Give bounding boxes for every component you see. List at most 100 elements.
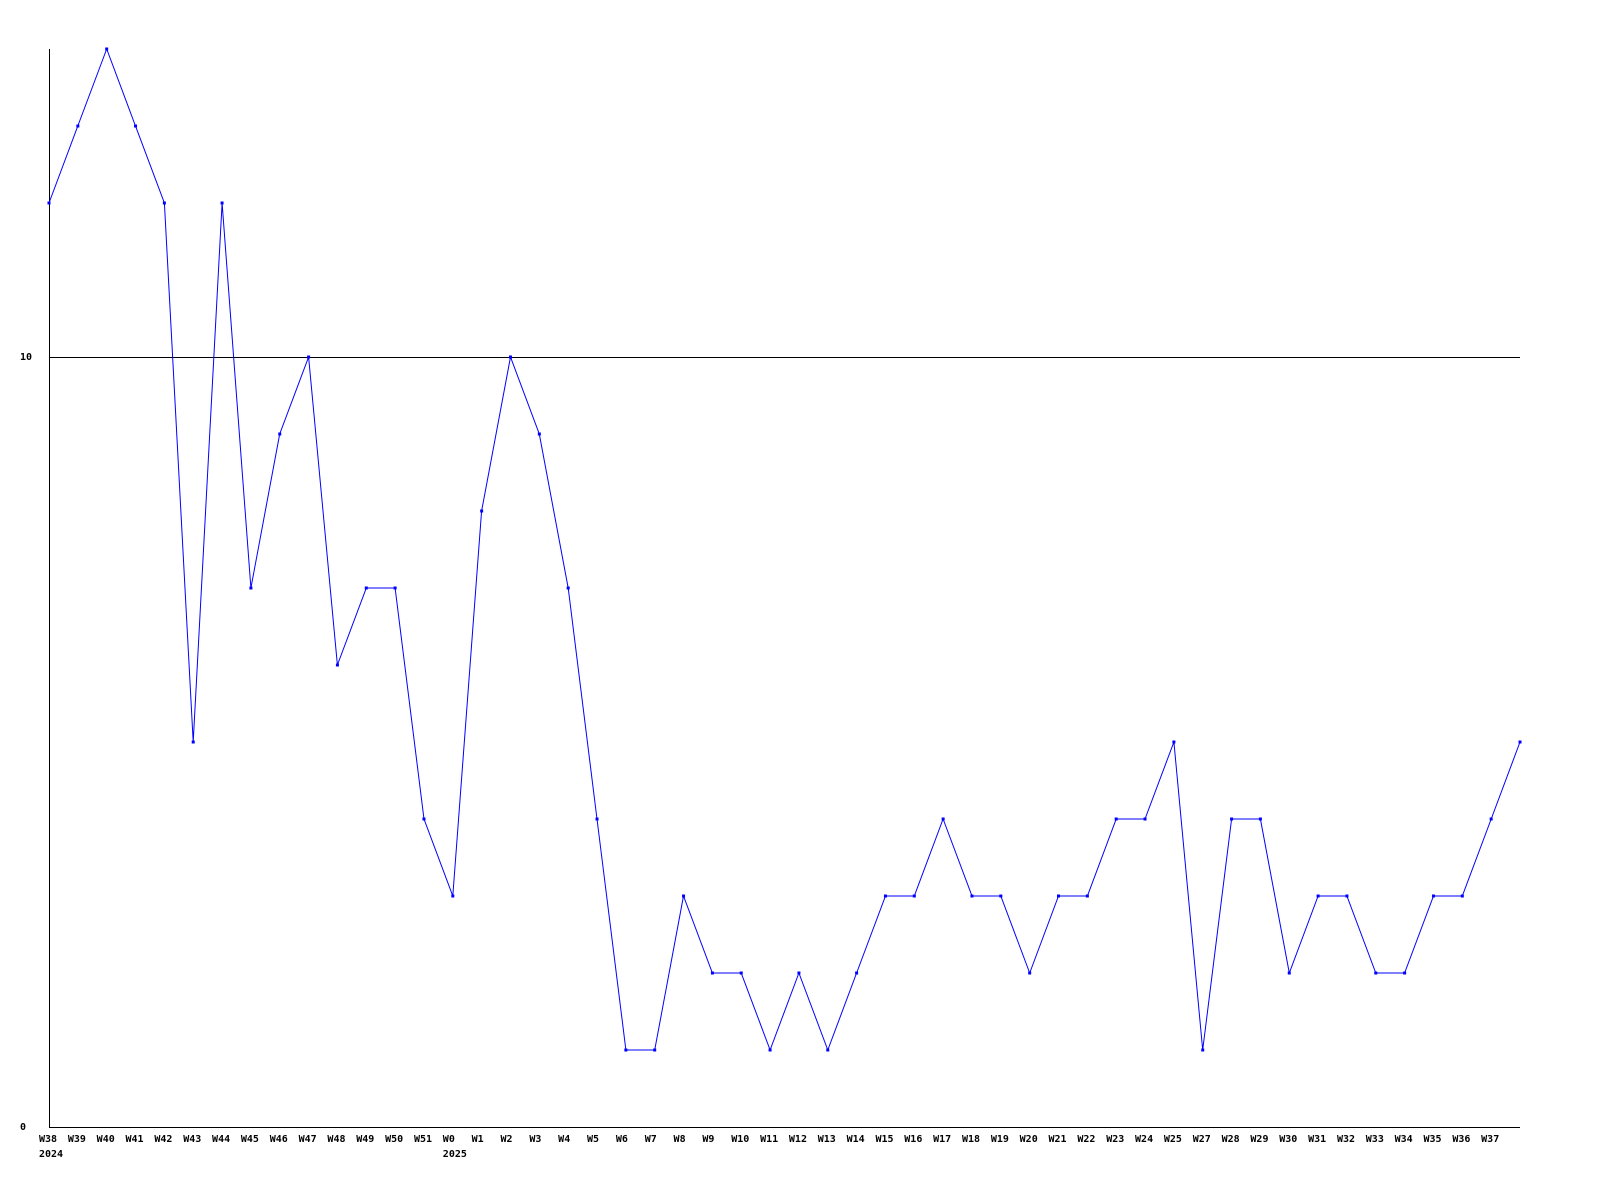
data-point xyxy=(912,894,916,898)
data-point xyxy=(162,201,166,205)
x-tick-label: W12 xyxy=(789,1134,807,1145)
data-point xyxy=(970,894,974,898)
x-tick-label: W25 xyxy=(1164,1134,1182,1145)
x-tick-label: W37 xyxy=(1481,1134,1499,1145)
x-tick-label: W51 xyxy=(414,1134,432,1145)
x-tick-label: W24 xyxy=(1135,1134,1153,1145)
data-point xyxy=(1316,894,1320,898)
data-point xyxy=(480,509,484,513)
x-tick-label: W1 xyxy=(472,1134,484,1145)
x-tick-label: W21 xyxy=(1049,1134,1067,1145)
x-tick-label: W13 xyxy=(818,1134,836,1145)
data-point xyxy=(1403,971,1407,975)
x-year-label: 2025 xyxy=(443,1149,467,1160)
x-tick-label: W35 xyxy=(1423,1134,1441,1145)
data-point xyxy=(653,1048,657,1052)
x-year-label: 2024 xyxy=(39,1149,63,1160)
data-point xyxy=(797,971,801,975)
data-point xyxy=(1287,971,1291,975)
data-point xyxy=(883,894,887,898)
x-tick-label: W39 xyxy=(68,1134,86,1145)
data-point xyxy=(76,124,80,128)
data-point xyxy=(1143,817,1147,821)
x-tick-label: W9 xyxy=(702,1134,714,1145)
data-point xyxy=(710,971,714,975)
data-point xyxy=(278,432,282,436)
data-point xyxy=(335,663,339,667)
data-point xyxy=(826,1048,830,1052)
x-tick-label: W32 xyxy=(1337,1134,1355,1145)
data-point xyxy=(624,1048,628,1052)
data-point xyxy=(134,124,138,128)
x-tick-label: W47 xyxy=(299,1134,317,1145)
x-tick-label: W43 xyxy=(183,1134,201,1145)
data-point xyxy=(1114,817,1118,821)
x-tick-label: W11 xyxy=(760,1134,778,1145)
data-point xyxy=(1028,971,1032,975)
data-point xyxy=(1489,817,1493,821)
x-tick-label: W46 xyxy=(270,1134,288,1145)
x-tick-label: W50 xyxy=(385,1134,403,1145)
x-tick-label: W23 xyxy=(1106,1134,1124,1145)
data-point xyxy=(941,817,945,821)
data-point xyxy=(105,47,109,51)
x-tick-label: W5 xyxy=(587,1134,599,1145)
x-tick-label: W41 xyxy=(126,1134,144,1145)
x-tick-label: W34 xyxy=(1395,1134,1413,1145)
x-tick-label: W27 xyxy=(1193,1134,1211,1145)
data-point xyxy=(855,971,859,975)
x-tick-label: W2 xyxy=(500,1134,512,1145)
data-point xyxy=(1258,817,1262,821)
data-point xyxy=(364,586,368,590)
data-point xyxy=(47,201,51,205)
data-point xyxy=(191,740,195,744)
data-point xyxy=(1345,894,1349,898)
x-tick-label: W28 xyxy=(1222,1134,1240,1145)
data-point xyxy=(739,971,743,975)
x-tick-label: W15 xyxy=(875,1134,893,1145)
x-tick-label: W10 xyxy=(731,1134,749,1145)
data-point xyxy=(1201,1048,1205,1052)
x-tick-label: W0 xyxy=(443,1134,455,1145)
data-point xyxy=(1460,894,1464,898)
y-tick-label-10: 10 xyxy=(20,352,32,363)
data-point xyxy=(1374,971,1378,975)
x-tick-label: W4 xyxy=(558,1134,570,1145)
x-tick-label: W45 xyxy=(241,1134,259,1145)
data-point xyxy=(307,355,311,359)
data-point xyxy=(1172,740,1176,744)
x-tick-label: W6 xyxy=(616,1134,628,1145)
data-point xyxy=(768,1048,772,1052)
data-point xyxy=(682,894,686,898)
x-tick-label: W29 xyxy=(1250,1134,1268,1145)
x-tick-label: W18 xyxy=(962,1134,980,1145)
x-tick-label: W16 xyxy=(904,1134,922,1145)
data-point xyxy=(1518,740,1522,744)
data-point xyxy=(566,586,570,590)
x-tick-label: W17 xyxy=(933,1134,951,1145)
data-point xyxy=(1057,894,1061,898)
data-point xyxy=(220,201,224,205)
x-tick-label: W8 xyxy=(674,1134,686,1145)
x-tick-label: W42 xyxy=(154,1134,172,1145)
x-tick-label: W36 xyxy=(1452,1134,1470,1145)
x-tick-label: W49 xyxy=(356,1134,374,1145)
data-point xyxy=(537,432,541,436)
x-tick-label: W44 xyxy=(212,1134,230,1145)
data-point xyxy=(1431,894,1435,898)
x-tick-label: W20 xyxy=(1020,1134,1038,1145)
data-point xyxy=(999,894,1003,898)
data-point xyxy=(249,586,253,590)
x-tick-label: W22 xyxy=(1077,1134,1095,1145)
x-tick-label: W19 xyxy=(991,1134,1009,1145)
data-point xyxy=(508,355,512,359)
data-point xyxy=(595,817,599,821)
x-tick-label: W40 xyxy=(97,1134,115,1145)
data-point xyxy=(1230,817,1234,821)
y-tick-label-0: 0 xyxy=(20,1122,26,1133)
series-line xyxy=(48,47,1521,1052)
x-tick-label: W33 xyxy=(1366,1134,1384,1145)
data-point xyxy=(1085,894,1089,898)
data-point xyxy=(393,586,397,590)
